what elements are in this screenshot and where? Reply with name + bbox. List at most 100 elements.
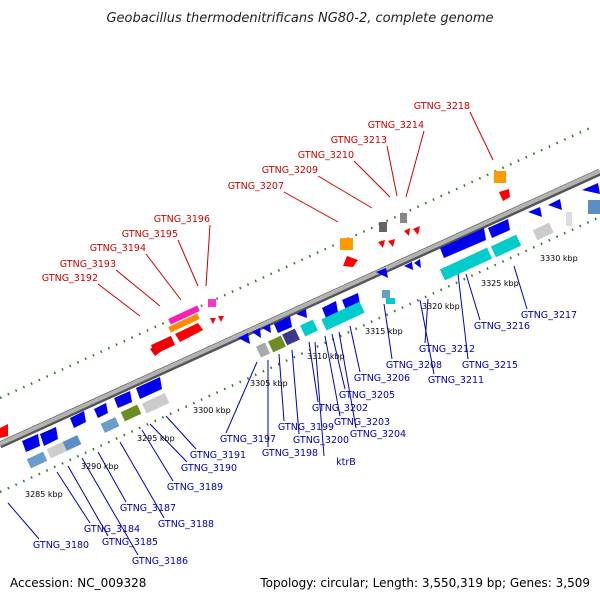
reverse-gene-label[interactable]: GTNG_3180 <box>33 540 89 551</box>
reverse-gene-label[interactable]: GTNG_3202 <box>312 403 368 414</box>
reverse-gene-label[interactable]: GTNG_3186 <box>132 556 188 567</box>
gene-box[interactable] <box>386 298 395 304</box>
reverse-gene-label[interactable]: GTNG_3212 <box>419 344 475 355</box>
gene-arrow[interactable] <box>582 183 600 194</box>
gene-box[interactable] <box>168 305 200 325</box>
reverse-leader-line <box>291 349 300 435</box>
gene-box[interactable] <box>282 328 300 346</box>
reverse-gene-label[interactable]: GTNG_3215 <box>462 360 518 371</box>
gene-box[interactable] <box>255 342 271 358</box>
gene-arrow[interactable] <box>388 239 395 247</box>
gene-box[interactable] <box>62 435 82 451</box>
gene-arrow[interactable] <box>440 228 486 258</box>
forward-gene-label[interactable]: GTNG_3193 <box>60 259 116 270</box>
reverse-gene-label[interactable]: GTNG_3185 <box>102 537 158 548</box>
forward-gene-label[interactable]: GTNG_3207 <box>228 181 284 192</box>
gene-arrow[interactable] <box>378 240 385 248</box>
reverse-gene-label[interactable]: GTNG_3216 <box>474 321 530 332</box>
reverse-gene-label[interactable]: GTNG_3203 <box>334 417 390 428</box>
gene-box[interactable] <box>439 247 493 281</box>
gene-arrow[interactable] <box>262 324 271 333</box>
gene-arrow[interactable] <box>499 189 510 201</box>
forward-gene-label[interactable]: GTNG_3209 <box>262 165 318 176</box>
gene-arrow[interactable] <box>376 268 388 278</box>
gene-box[interactable] <box>490 234 522 258</box>
axis-tick-label: 3305 kbp <box>250 379 288 388</box>
gene-arrow[interactable] <box>22 434 40 452</box>
gene-arrow[interactable] <box>274 316 292 333</box>
gene-box[interactable] <box>142 392 170 414</box>
reverse-gene-label[interactable]: GTNG_3208 <box>386 360 442 371</box>
gene-box[interactable] <box>321 301 365 331</box>
reverse-gene-label[interactable]: GTNG_3217 <box>521 310 577 321</box>
reverse-gene-label[interactable]: GTNG_3190 <box>181 463 237 474</box>
forward-gene-label[interactable]: GTNG_3214 <box>368 120 424 131</box>
gene-box[interactable] <box>300 319 318 337</box>
gene-box[interactable] <box>120 404 142 422</box>
reverse-gene-label[interactable]: ktrB <box>336 457 356 468</box>
gene-box[interactable] <box>379 222 387 232</box>
reverse-leader-line <box>383 303 393 360</box>
reverse-features <box>22 183 600 469</box>
forward-gene-label[interactable]: GTNG_3194 <box>90 243 146 254</box>
gene-arrow[interactable] <box>218 316 224 322</box>
gene-arrow[interactable] <box>136 377 162 399</box>
forward-gene-label[interactable]: GTNG_3195 <box>122 229 178 240</box>
reverse-gene-label[interactable]: GTNG_3199 <box>278 422 334 433</box>
gene-arrow[interactable] <box>414 259 421 268</box>
gene-box[interactable] <box>100 417 120 433</box>
forward-gene-label[interactable]: GTNG_3218 <box>414 101 470 112</box>
reverse-gene-label[interactable]: GTNG_3188 <box>158 519 214 530</box>
label-leader-lines <box>7 111 528 556</box>
gene-arrow[interactable] <box>404 262 413 270</box>
gene-box[interactable] <box>268 335 286 353</box>
gene-arrow[interactable] <box>488 219 510 238</box>
gene-arrow[interactable] <box>175 323 203 342</box>
axis-tick-label: 3320 kbp <box>422 302 460 311</box>
forward-gene-label[interactable]: GTNG_3210 <box>298 150 354 161</box>
forward-gene-label[interactable]: GTNG_3213 <box>331 135 387 146</box>
gene-arrow[interactable] <box>548 199 562 210</box>
gene-arrow[interactable] <box>150 335 176 355</box>
gene-box[interactable] <box>494 171 506 183</box>
gene-box[interactable] <box>588 200 600 214</box>
gene-arrow[interactable] <box>252 328 261 338</box>
gene-arrow[interactable] <box>404 228 410 236</box>
reverse-gene-label[interactable]: GTNG_3184 <box>84 524 140 535</box>
gene-arrow[interactable] <box>343 256 358 267</box>
reverse-gene-label[interactable]: GTNG_3189 <box>167 482 223 493</box>
axis-tick-labels: 3285 kbp 3290 kbp 3295 kbp 3300 kbp 3305 kbp… <box>25 254 578 499</box>
gene-box[interactable] <box>400 213 407 223</box>
gene-arrow[interactable] <box>0 424 8 438</box>
gene-arrow[interactable] <box>528 207 542 217</box>
gene-arrow[interactable] <box>210 318 216 324</box>
gene-arrow[interactable] <box>70 411 86 428</box>
gene-arrow[interactable] <box>413 226 420 235</box>
gene-box[interactable] <box>340 238 353 250</box>
reverse-gene-label[interactable]: GTNG_3198 <box>262 448 318 459</box>
gene-box[interactable] <box>532 222 554 241</box>
gene-box[interactable] <box>566 212 572 226</box>
gene-box[interactable] <box>382 290 390 298</box>
gene-arrow[interactable] <box>40 427 58 446</box>
gene-box[interactable] <box>208 299 216 307</box>
reverse-gene-label[interactable]: GTNG_3211 <box>428 375 484 386</box>
gene-arrow[interactable] <box>94 403 108 418</box>
reverse-gene-label[interactable]: GTNG_3191 <box>190 450 246 461</box>
reverse-gene-label[interactable]: GTNG_3205 <box>339 390 395 401</box>
reverse-gene-label[interactable]: GTNG_3197 <box>220 434 276 445</box>
gene-box[interactable] <box>168 313 200 333</box>
gene-box[interactable] <box>46 441 68 459</box>
gene-arrow[interactable] <box>114 391 132 408</box>
topology-summary: Topology: circular; Length: 3,550,319 bp… <box>259 576 590 590</box>
gene-box[interactable] <box>26 451 48 469</box>
reverse-leader-line <box>349 325 361 373</box>
forward-gene-label[interactable]: GTNG_3196 <box>154 214 210 225</box>
gene-arrow[interactable] <box>238 333 250 344</box>
reverse-gene-label[interactable]: GTNG_3200 <box>293 435 349 446</box>
gene-arrow[interactable] <box>296 309 307 318</box>
forward-gene-label[interactable]: GTNG_3192 <box>42 273 98 284</box>
reverse-gene-label[interactable]: GTNG_3204 <box>350 429 406 440</box>
reverse-gene-label[interactable]: GTNG_3187 <box>120 503 176 514</box>
reverse-gene-label[interactable]: GTNG_3206 <box>354 373 410 384</box>
